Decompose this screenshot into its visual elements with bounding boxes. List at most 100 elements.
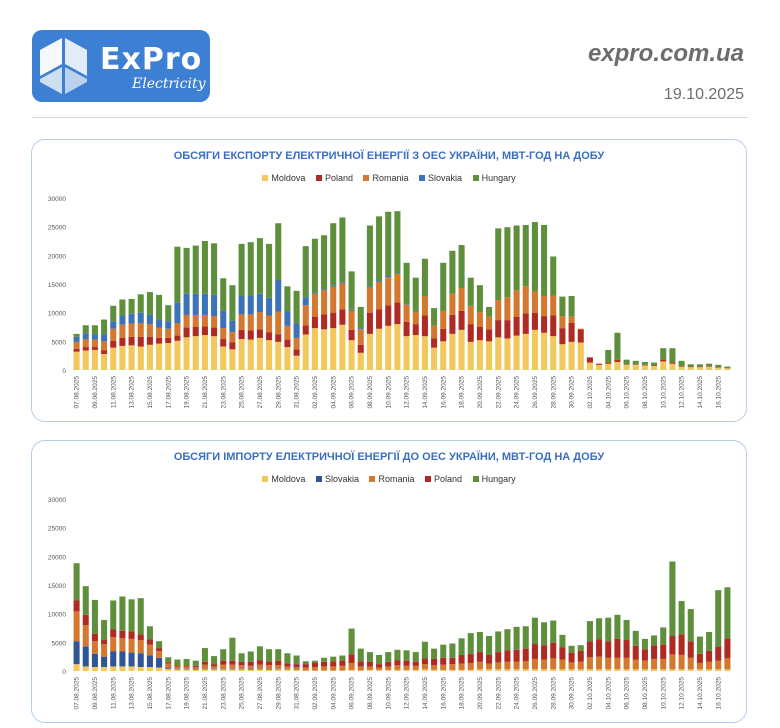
bar-segment-hungary — [293, 290, 300, 324]
bar-segment-moldova — [330, 328, 337, 370]
bar-segment-moldova — [174, 669, 181, 671]
bar-segment-romania — [421, 664, 428, 670]
bar-segment-slovakia — [284, 668, 291, 670]
bar-segment-moldova — [256, 669, 263, 671]
bar-segment-poland — [623, 640, 630, 658]
bar-segment-poland — [403, 660, 410, 666]
bar-segment-hungary — [73, 333, 80, 337]
bar-segment-moldova — [201, 669, 208, 671]
bar-segment-moldova — [541, 332, 548, 370]
bar-segment-romania — [174, 322, 181, 336]
bar-segment-romania — [247, 665, 254, 670]
import-stacked-bar-chart: 0 5000 10000 15000 20000 25000 30000 07.08.2025… — [48, 497, 731, 710]
site-url[interactable]: expro.com.ua — [587, 40, 744, 67]
bar-segment-moldova — [421, 336, 428, 370]
bar-segment-hungary — [550, 620, 557, 643]
bar-segment-romania — [165, 663, 172, 668]
bar-segment-romania — [467, 662, 474, 670]
bar-segment-hungary — [146, 626, 153, 640]
bar-segment-moldova — [596, 364, 603, 370]
bar-segment-poland — [651, 365, 658, 366]
x-tick-label: 16.09.2025 — [440, 677, 447, 710]
bar-segment-hungary — [119, 299, 126, 316]
bar-segment-hungary — [541, 224, 548, 297]
bar-segment-hungary — [302, 661, 309, 665]
bar-segment-romania — [623, 657, 630, 670]
x-tick-label: 18.09.2025 — [459, 376, 466, 409]
bar-segment-hungary — [559, 634, 566, 648]
x-tick-label: 08.10.2025 — [642, 677, 649, 710]
bar-segment-hungary — [687, 609, 694, 642]
bar-segment-romania — [678, 654, 685, 670]
bar-segment-poland — [330, 312, 337, 329]
bar-segment-hungary — [330, 656, 337, 662]
bar-segment-hungary — [110, 600, 117, 630]
bar-segment-romania — [394, 665, 401, 670]
x-tick-label: 04.10.2025 — [605, 376, 612, 409]
bar-segment-poland — [119, 630, 126, 639]
bar-segment-hungary — [641, 638, 648, 650]
bar-segment-romania — [165, 328, 172, 338]
bar-segment-poland — [495, 320, 502, 338]
bar-segment-moldova — [275, 341, 282, 370]
bar-segment-poland — [321, 314, 328, 330]
bar-segment-moldova — [458, 329, 465, 370]
x-tick-label: 08.09.2025 — [367, 677, 374, 710]
bar-segment-romania — [146, 324, 153, 337]
bar-segment-slovakia — [302, 297, 309, 306]
bar-segment-moldova — [614, 361, 621, 370]
chart-title: ОБСЯГИ ІМПОРТУ ЕЛЕКТРИЧНОЇ ЕНЕРГІЇ ДО ОЕ… — [173, 451, 605, 463]
bar-segment-hungary — [513, 626, 520, 650]
legend-item-slovakia: Slovakia — [419, 173, 462, 183]
bar-segment-slovakia — [165, 667, 172, 669]
bar-segment-hungary — [174, 659, 181, 666]
bar-segment-hungary — [641, 361, 648, 365]
bar-segment-hungary — [495, 631, 502, 653]
bar-segment-hungary — [467, 633, 474, 654]
bar-segment-romania — [458, 288, 465, 311]
bar-segment-romania — [348, 310, 355, 330]
bar-segment-romania — [238, 665, 245, 669]
bar-segment-hungary — [522, 224, 529, 287]
bar-segment-moldova — [110, 347, 117, 370]
bar-segment-moldova — [696, 669, 703, 671]
bar-segment-hungary — [467, 277, 474, 306]
legend-swatch — [425, 475, 432, 482]
bar-segment-hungary — [275, 649, 282, 661]
bar-segment-poland — [715, 646, 722, 661]
x-tick-label: 23.08.2025 — [220, 376, 227, 409]
bar-segment-hungary — [211, 243, 218, 295]
bar-segment-romania — [641, 660, 648, 670]
bar-segment-romania — [366, 666, 373, 670]
x-tick-label: 12.09.2025 — [404, 376, 411, 409]
bar-segment-slovakia — [156, 319, 163, 328]
bar-segment-slovakia — [137, 312, 144, 323]
bar-segment-hungary — [458, 638, 465, 655]
bar-segment-moldova — [504, 338, 511, 370]
bar-segment-moldova — [696, 367, 703, 370]
bar-segment-slovakia — [266, 669, 273, 670]
bar-segment-moldova — [724, 669, 731, 671]
bar-segment-romania — [266, 665, 273, 670]
bar-segment-moldova — [229, 349, 236, 370]
bar-segment-moldova — [522, 669, 529, 671]
bar-segment-romania — [403, 665, 410, 670]
bar-segment-hungary — [311, 660, 318, 663]
bar-segment-poland — [513, 649, 520, 662]
bar-segment-poland — [201, 326, 208, 336]
bar-segment-romania — [614, 657, 621, 670]
x-tick-label: 17.08.2025 — [165, 677, 172, 710]
bar-segment-moldova — [449, 669, 456, 671]
bar-segment-moldova — [495, 669, 502, 671]
bar-segment-hungary — [696, 636, 703, 654]
bar-segment-poland — [101, 350, 108, 354]
x-tick-label: 14.09.2025 — [422, 376, 429, 409]
y-tick-label: 15000 — [48, 282, 66, 289]
legend-label: Slovakia — [324, 474, 359, 484]
bar-segment-romania — [91, 641, 98, 654]
bar-segment-poland — [513, 316, 520, 336]
bar-segment-moldova — [357, 352, 364, 370]
bar-segment-poland — [476, 327, 483, 341]
bar-segment-moldova — [238, 669, 245, 671]
bar-segment-moldova — [724, 368, 731, 370]
